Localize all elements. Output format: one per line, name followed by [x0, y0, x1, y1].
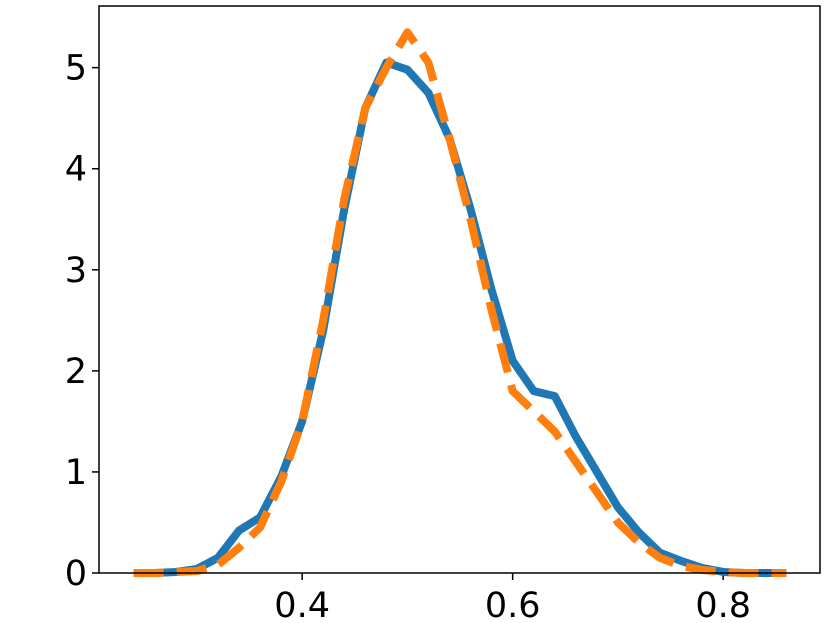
- x-tick-label: 0.8: [695, 586, 751, 623]
- x-tick-label: 0.4: [274, 586, 330, 623]
- plot-frame: [98, 5, 821, 574]
- y-tick-label: 1: [65, 453, 87, 493]
- y-tick-label: 4: [65, 150, 87, 190]
- y-tick-label: 2: [65, 352, 87, 392]
- series-line: [133, 28, 787, 577]
- x-tick-label: 0.6: [485, 586, 541, 623]
- series-line: [133, 58, 787, 577]
- y-tick-label: 5: [65, 49, 87, 89]
- y-tick-label: 0: [65, 554, 87, 594]
- y-tick-label: 3: [65, 251, 87, 291]
